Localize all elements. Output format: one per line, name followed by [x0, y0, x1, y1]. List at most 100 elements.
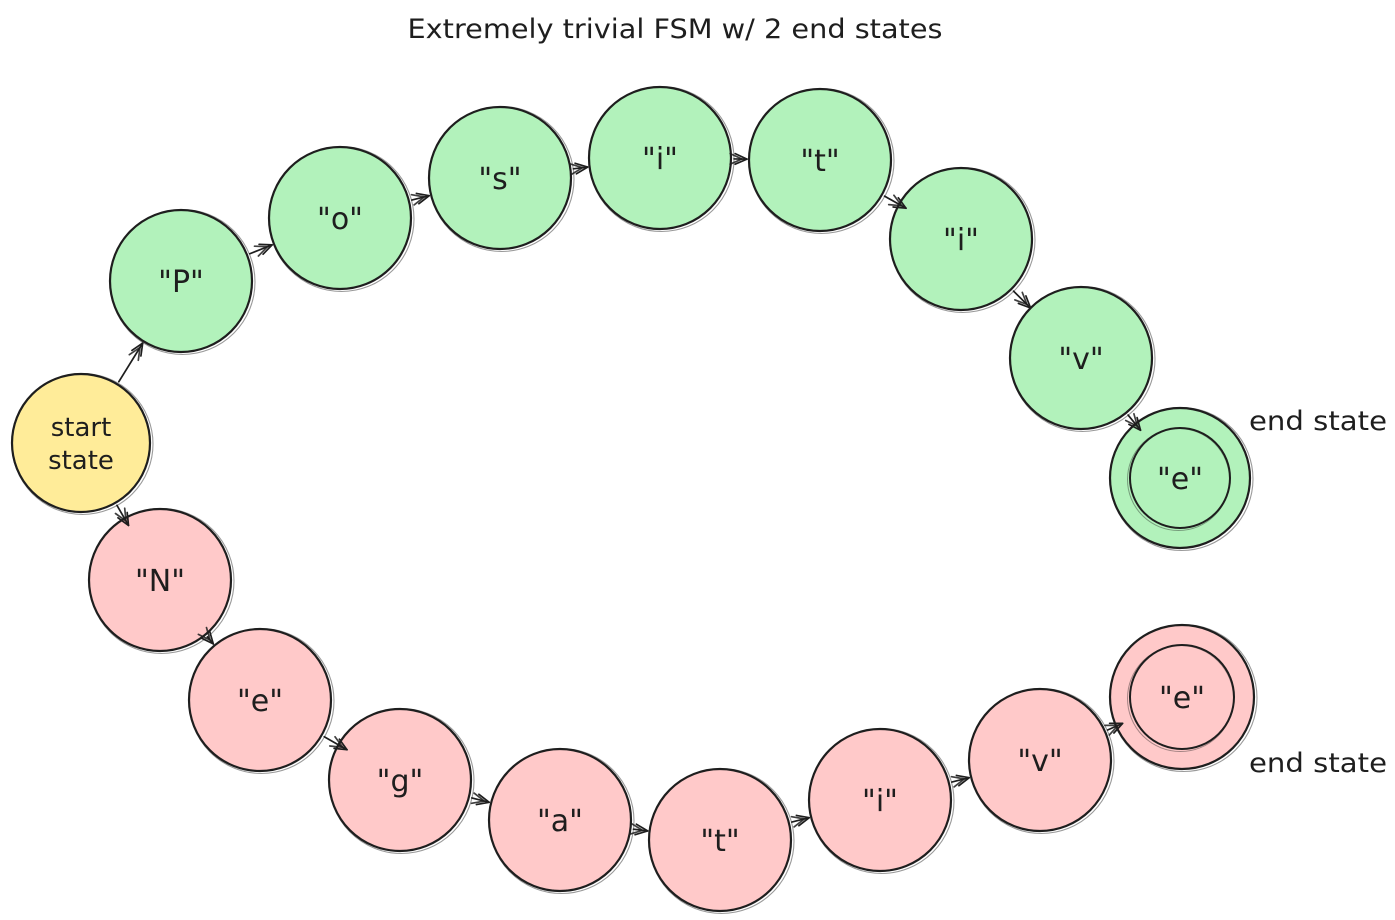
- transition-arrow-t2-i3: [790, 814, 811, 828]
- state-node-e1: "e": [1108, 406, 1254, 552]
- state-node-s: "s": [427, 105, 575, 253]
- state-node-a: "a": [487, 747, 635, 895]
- state-node-i2: "i": [888, 166, 1036, 314]
- arrow-head-icon: [795, 814, 811, 827]
- state-label: "i": [862, 784, 898, 819]
- arrow-head-icon: [253, 245, 269, 257]
- state-node-i3: "i": [807, 727, 955, 875]
- arrow-head-icon: [1017, 295, 1032, 309]
- arrow-shaft: [410, 194, 431, 201]
- arrow-shaft: [117, 342, 144, 383]
- arrow-head-icon: [569, 163, 584, 176]
- state-circle: [487, 747, 633, 893]
- state-sketch-stroke: [88, 507, 235, 655]
- end-state-label-positive: end state: [1249, 406, 1387, 437]
- state-label: "e": [1157, 462, 1203, 497]
- arrow-shaft: [1127, 414, 1142, 432]
- state-sketch-stroke: [188, 627, 335, 775]
- arrow-head-icon: [333, 738, 348, 751]
- arrow-shaft: [790, 816, 811, 823]
- transition-arrow-t1-i2: [883, 194, 907, 210]
- arrow-shaft: [883, 195, 907, 210]
- state-label: "v": [1017, 744, 1062, 779]
- arrow-head-icon: [1108, 722, 1124, 734]
- state-node-p: "P": [108, 208, 256, 356]
- state-circle: [427, 105, 573, 251]
- state-sketch-stroke: [1109, 623, 1258, 773]
- state-label: "s": [478, 162, 521, 197]
- state-sketch-stroke: [488, 747, 635, 895]
- state-node-n: "N": [87, 507, 235, 655]
- arrow-shaft: [116, 504, 130, 527]
- state-circle: [807, 727, 953, 873]
- transition-arrow-s-i1: [569, 162, 589, 176]
- state-node-e2: "e": [187, 627, 335, 775]
- state-circle: [747, 87, 893, 233]
- arrow-head-icon: [950, 775, 966, 788]
- state-label: "e": [1159, 681, 1205, 716]
- state-sketch-stroke: [808, 727, 955, 875]
- arrow-head-icon: [892, 196, 907, 210]
- state-sketch-stroke: [889, 166, 1036, 314]
- state-label: "i": [642, 142, 678, 177]
- arrow-head-icon: [1124, 412, 1139, 428]
- end-state-inner-circle: [1129, 427, 1231, 529]
- state-node-v1: "v": [1008, 285, 1156, 433]
- transition-arrow-e2-g: [323, 735, 348, 751]
- state-sketch-stroke: [1109, 406, 1254, 552]
- arrow-head-icon: [197, 626, 211, 641]
- state-node-t1: "t": [747, 87, 895, 235]
- state-circle: [10, 372, 152, 514]
- end-state-inner-circle: [1129, 644, 1235, 750]
- transition-arrow-a-t2: [629, 822, 649, 836]
- transition-arrow-start-n: [114, 504, 130, 527]
- state-node-o: "o": [267, 145, 415, 293]
- diagram-title: Extremely trivial FSM w/ 2 end states: [408, 14, 943, 45]
- transition-arrow-p-o: [248, 243, 273, 257]
- arrow-head-icon: [790, 815, 806, 828]
- transition-arrow-o-s: [410, 192, 431, 206]
- state-label: "a": [537, 804, 583, 839]
- nodes-layer: start state "P" "o" "s" "i" "t" "i" "v" "e" "N" "e"…: [10, 85, 1258, 915]
- transition-arrow-i1-t1: [729, 152, 748, 166]
- state-sketch-stroke: [748, 87, 895, 235]
- state-label: "i": [943, 223, 979, 258]
- state-node-v2: "v": [967, 687, 1115, 835]
- state-label: "t": [700, 824, 739, 859]
- arrow-head-icon: [131, 342, 144, 357]
- arrow-shaft: [1106, 722, 1124, 731]
- end-state-label-negative: end state: [1249, 748, 1387, 779]
- transition-arrow-g-a: [470, 792, 491, 806]
- state-label: "P": [158, 265, 204, 300]
- arrow-head-icon: [475, 793, 491, 806]
- state-sketch-stroke: [109, 208, 256, 356]
- arrow-head-icon: [1128, 416, 1142, 432]
- arrow-head-icon: [117, 511, 130, 527]
- state-circle: [87, 507, 233, 653]
- arrow-head-icon: [955, 774, 971, 787]
- state-label: "e": [237, 684, 283, 719]
- state-node-start: start state: [10, 372, 154, 516]
- end-state-outer-circle: [1108, 623, 1256, 771]
- state-sketch-stroke: [648, 767, 795, 915]
- arrow-head-icon: [200, 630, 215, 645]
- arrow-head-icon: [1014, 291, 1028, 306]
- state-circle: [1008, 285, 1154, 431]
- state-sketch-stroke: [328, 707, 475, 855]
- state-circle: [647, 767, 793, 913]
- transition-arrow-v1-e1: [1124, 412, 1142, 432]
- state-circle: [267, 145, 413, 291]
- state-circle: [967, 687, 1113, 833]
- arrow-head-icon: [634, 823, 649, 836]
- state-node-g: "g": [327, 707, 475, 855]
- arrow-head-icon: [328, 735, 344, 749]
- state-sketch-stroke: [1009, 285, 1156, 433]
- arrow-head-icon: [887, 194, 903, 207]
- transition-arrow-n-e2: [197, 626, 215, 645]
- arrow-head-icon: [574, 162, 589, 175]
- transition-arrow-i3-v2: [950, 774, 971, 788]
- arrow-shaft: [248, 244, 273, 255]
- transition-arrow-v2-e3: [1104, 722, 1124, 736]
- state-circle: [187, 627, 333, 773]
